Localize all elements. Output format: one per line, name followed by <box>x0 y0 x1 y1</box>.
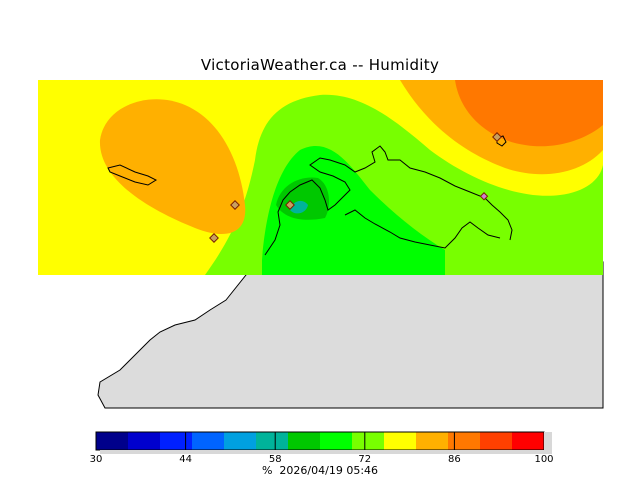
legend-band <box>96 432 128 450</box>
station-marker <box>230 200 240 210</box>
legend-band <box>256 432 288 450</box>
humidity-band-orange-left <box>99 99 246 235</box>
legend-tick-label: 72 <box>358 454 371 465</box>
legend-band <box>384 432 416 450</box>
legend-band <box>352 432 384 450</box>
legend-band <box>160 432 192 450</box>
humidity-band-green-dark <box>276 177 330 220</box>
legend-band <box>128 432 160 450</box>
legend-color-bands <box>96 432 544 450</box>
legend-tick-label: 100 <box>534 454 553 465</box>
timestamp: 2026/04/19 05:46 <box>279 464 379 477</box>
station-marker <box>479 192 489 201</box>
legend-tick-label: 30 <box>90 454 103 465</box>
legend-ticks: 30 44 58 72 86 100 <box>90 432 554 465</box>
humidity-band-orange-dark <box>455 80 603 147</box>
legend-band <box>480 432 512 450</box>
legend-unit: % <box>261 464 273 477</box>
station-marker <box>285 200 295 210</box>
station-marker <box>209 233 219 243</box>
legend-shadow <box>100 450 552 454</box>
legend-shadow <box>544 432 552 450</box>
island-outline <box>107 164 158 186</box>
legend-band <box>288 432 320 450</box>
legend-band <box>192 432 224 450</box>
legend-band <box>224 432 256 450</box>
coastline-south <box>344 209 501 249</box>
legend-tick-label: 58 <box>269 454 282 465</box>
legend-band <box>512 432 544 450</box>
legend-band <box>320 432 352 450</box>
humidity-field <box>38 80 603 275</box>
legend-band <box>416 432 448 450</box>
legend-band <box>448 432 480 450</box>
coastline <box>264 145 513 256</box>
legend-tick-label: 86 <box>448 454 461 465</box>
map-title: VictoriaWeather.ca -- Humidity <box>200 56 440 74</box>
legend-tick-label: 44 <box>179 454 192 465</box>
legend-caption: % 2026/04/19 05:46 <box>0 464 640 477</box>
humidity-band-teal <box>290 200 308 214</box>
station-marker <box>492 132 502 142</box>
island-outline <box>496 135 507 147</box>
